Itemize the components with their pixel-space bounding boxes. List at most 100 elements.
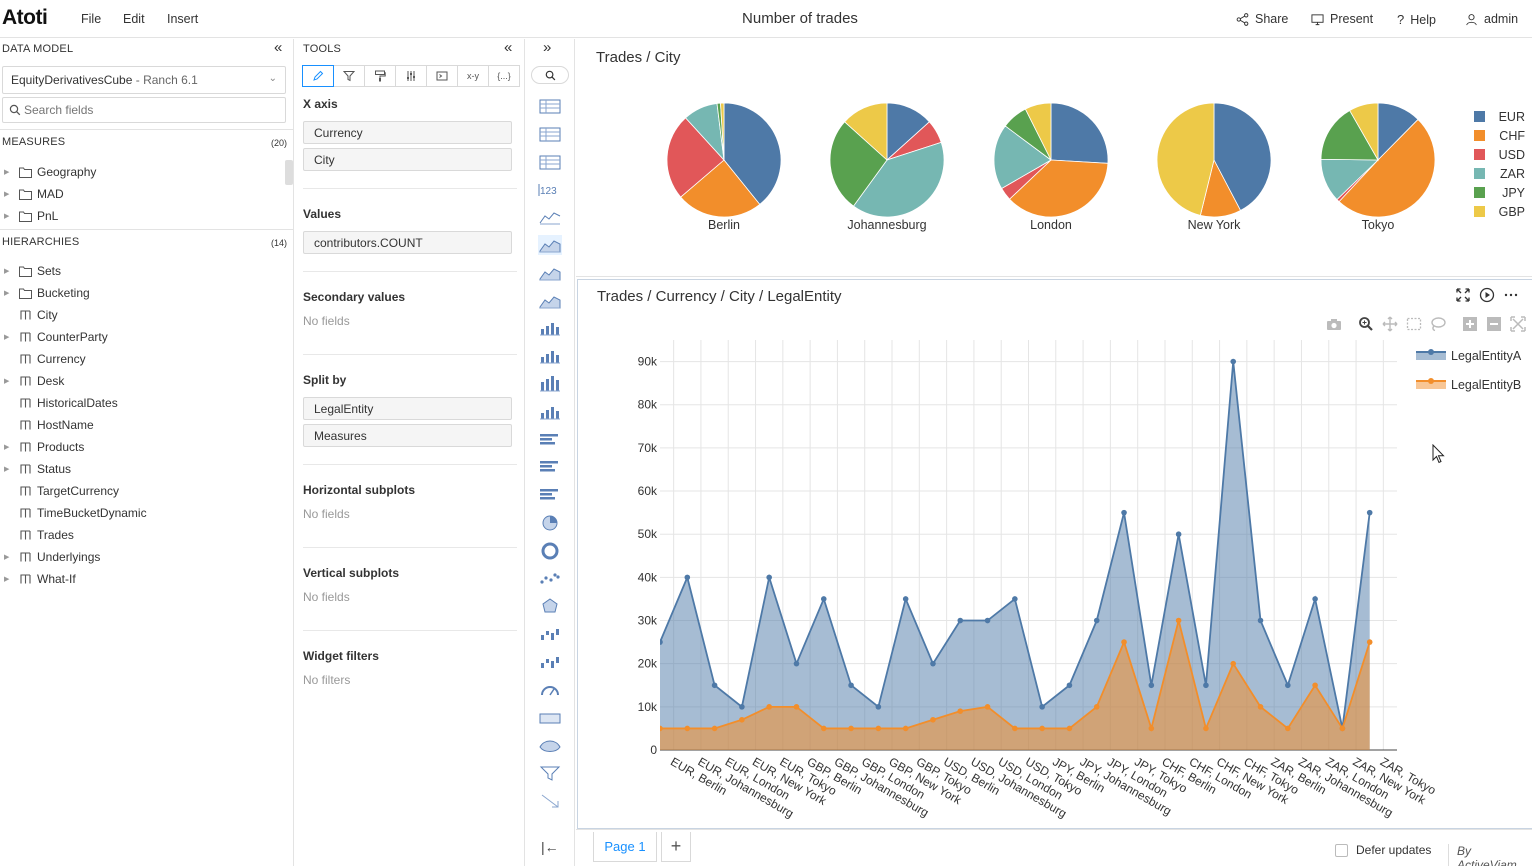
pie-tokyo[interactable] [1320, 102, 1436, 218]
data-point[interactable] [957, 708, 964, 714]
box-select-icon[interactable] [1405, 316, 1423, 332]
funnel-icon[interactable] [538, 763, 562, 783]
tab-page-1[interactable]: Page 1 [593, 832, 657, 862]
pie-london[interactable] [993, 102, 1109, 218]
legend-label-zar[interactable]: ZAR [1500, 167, 1525, 181]
tab-filters[interactable] [333, 65, 365, 87]
data-point[interactable] [1312, 682, 1318, 689]
data-point[interactable] [848, 725, 854, 732]
data-point[interactable] [1012, 725, 1018, 732]
x-axis-field-city[interactable]: City [303, 148, 512, 171]
data-point[interactable] [1121, 639, 1127, 645]
measure-folder-pnl[interactable]: ▶ PnL [0, 206, 280, 226]
caret-right-icon[interactable]: ▶ [4, 213, 10, 220]
legend-label-chf[interactable]: CHF [1499, 129, 1525, 143]
caret-right-icon[interactable]: ▶ [4, 268, 10, 275]
pie-berlin[interactable] [666, 102, 782, 218]
hierarchy-historicaldates[interactable]: HistoricalDates [0, 393, 280, 413]
defer-updates-checkbox[interactable] [1335, 843, 1348, 857]
pie-slice-zar[interactable] [993, 125, 1052, 190]
collapse-tools-icon[interactable]: « [504, 39, 513, 56]
pivot-table-icon[interactable] [538, 96, 562, 116]
data-point[interactable] [1285, 682, 1291, 689]
legend-label-usd[interactable]: USD [1499, 148, 1525, 162]
percent-area-icon[interactable] [538, 291, 562, 311]
data-point[interactable] [848, 682, 854, 689]
data-point[interactable] [793, 704, 800, 710]
caret-right-icon[interactable]: ▶ [4, 378, 10, 385]
search-fields-input[interactable] [24, 103, 274, 117]
data-point[interactable] [984, 704, 991, 710]
legend-label-gbp[interactable]: GBP [1499, 205, 1525, 219]
hierarchy-folder-bucketing[interactable]: ▶ Bucketing [0, 283, 280, 303]
data-point[interactable] [1093, 704, 1100, 710]
data-point[interactable] [657, 725, 663, 732]
dashboard-title[interactable]: Number of trades [742, 10, 858, 27]
pie-slice-zar[interactable] [852, 141, 945, 218]
data-point[interactable] [1148, 725, 1155, 732]
hierarchy-products[interactable]: ▶ Products [0, 437, 280, 457]
data-point[interactable] [1203, 725, 1209, 732]
data-point[interactable] [1066, 682, 1073, 689]
legend-item-legalentitya[interactable]: LegalEntityA [1416, 349, 1522, 363]
x-axis-field-currency[interactable]: Currency [303, 121, 512, 144]
hierarchy-timebucketdynamic[interactable]: TimeBucketDynamic [0, 503, 280, 523]
caret-right-icon[interactable]: ▶ [4, 576, 10, 583]
hierarchy-targetcurrency[interactable]: TargetCurrency [0, 481, 280, 501]
caret-right-icon[interactable]: ▶ [4, 290, 10, 297]
more-options-icon[interactable] [1503, 287, 1519, 303]
clustered-column-icon[interactable] [538, 346, 562, 366]
tab-query[interactable] [426, 65, 458, 87]
caret-right-icon[interactable]: ▶ [4, 169, 10, 176]
stacked-area-icon[interactable] [538, 263, 562, 283]
hierarchy-counterparty[interactable]: ▶ CounterParty [0, 327, 280, 347]
bullet-chart-icon[interactable] [538, 652, 562, 672]
hierarchy-trades[interactable]: Trades [0, 525, 280, 545]
data-point[interactable] [1366, 509, 1373, 516]
clustered-bar-icon[interactable] [538, 457, 562, 477]
hierarchy-underlyings[interactable]: ▶ Underlyings [0, 547, 280, 567]
zoom-out-icon[interactable] [1485, 316, 1503, 332]
legend-label-jpy[interactable]: JPY [1502, 186, 1526, 200]
tab-style[interactable] [364, 65, 396, 87]
pie-slice-eur[interactable] [1213, 102, 1272, 212]
series-legalentitya[interactable] [657, 358, 1373, 750]
tab-mdx[interactable]: {...} [488, 65, 520, 87]
pie-slice-gbp[interactable] [720, 102, 725, 161]
data-point[interactable] [1257, 704, 1264, 710]
data-point[interactable] [1066, 725, 1073, 732]
pie-slice-eur[interactable] [1050, 102, 1109, 164]
radar-chart-icon[interactable] [538, 596, 562, 616]
autoscale-icon[interactable] [1509, 316, 1527, 332]
data-point[interactable] [1339, 725, 1346, 732]
data-point[interactable] [1366, 639, 1373, 645]
hierarchy-desk[interactable]: ▶ Desk [0, 371, 280, 391]
pie-slice-chf[interactable] [1008, 159, 1109, 218]
data-point[interactable] [684, 574, 691, 581]
hierarchy-status[interactable]: ▶ Status [0, 459, 280, 479]
data-point[interactable] [902, 725, 909, 732]
gauge-icon[interactable] [538, 680, 562, 700]
data-point[interactable] [1039, 725, 1045, 732]
add-page-button[interactable]: + [661, 832, 691, 862]
data-point[interactable] [1175, 617, 1182, 624]
hierarchy-folder-sets[interactable]: ▶ Sets [0, 261, 280, 281]
collapse-all-icon[interactable]: |← [541, 839, 559, 855]
lasso-icon[interactable] [1429, 316, 1447, 332]
data-point[interactable] [766, 704, 772, 710]
data-point[interactable] [793, 660, 800, 667]
data-point[interactable] [820, 596, 827, 602]
table-icon[interactable] [538, 152, 562, 172]
data-point[interactable] [1093, 617, 1100, 624]
menu-edit[interactable]: Edit [123, 12, 145, 26]
collapse-data-model-icon[interactable]: « [274, 39, 283, 56]
stacked-column-icon[interactable] [538, 374, 562, 394]
stacked-bar-icon[interactable] [538, 485, 562, 505]
data-point[interactable] [1039, 704, 1045, 710]
pie-slice-jpy[interactable] [1320, 109, 1379, 161]
measure-folder-geography[interactable]: ▶ Geography [0, 162, 280, 182]
waterfall-icon[interactable] [538, 624, 562, 644]
help-button[interactable]: ? Help [1397, 12, 1436, 27]
area-widget[interactable]: Trades / Currency / City / LegalEntity 0… [577, 279, 1532, 829]
pie-slice-usd[interactable] [666, 117, 725, 198]
